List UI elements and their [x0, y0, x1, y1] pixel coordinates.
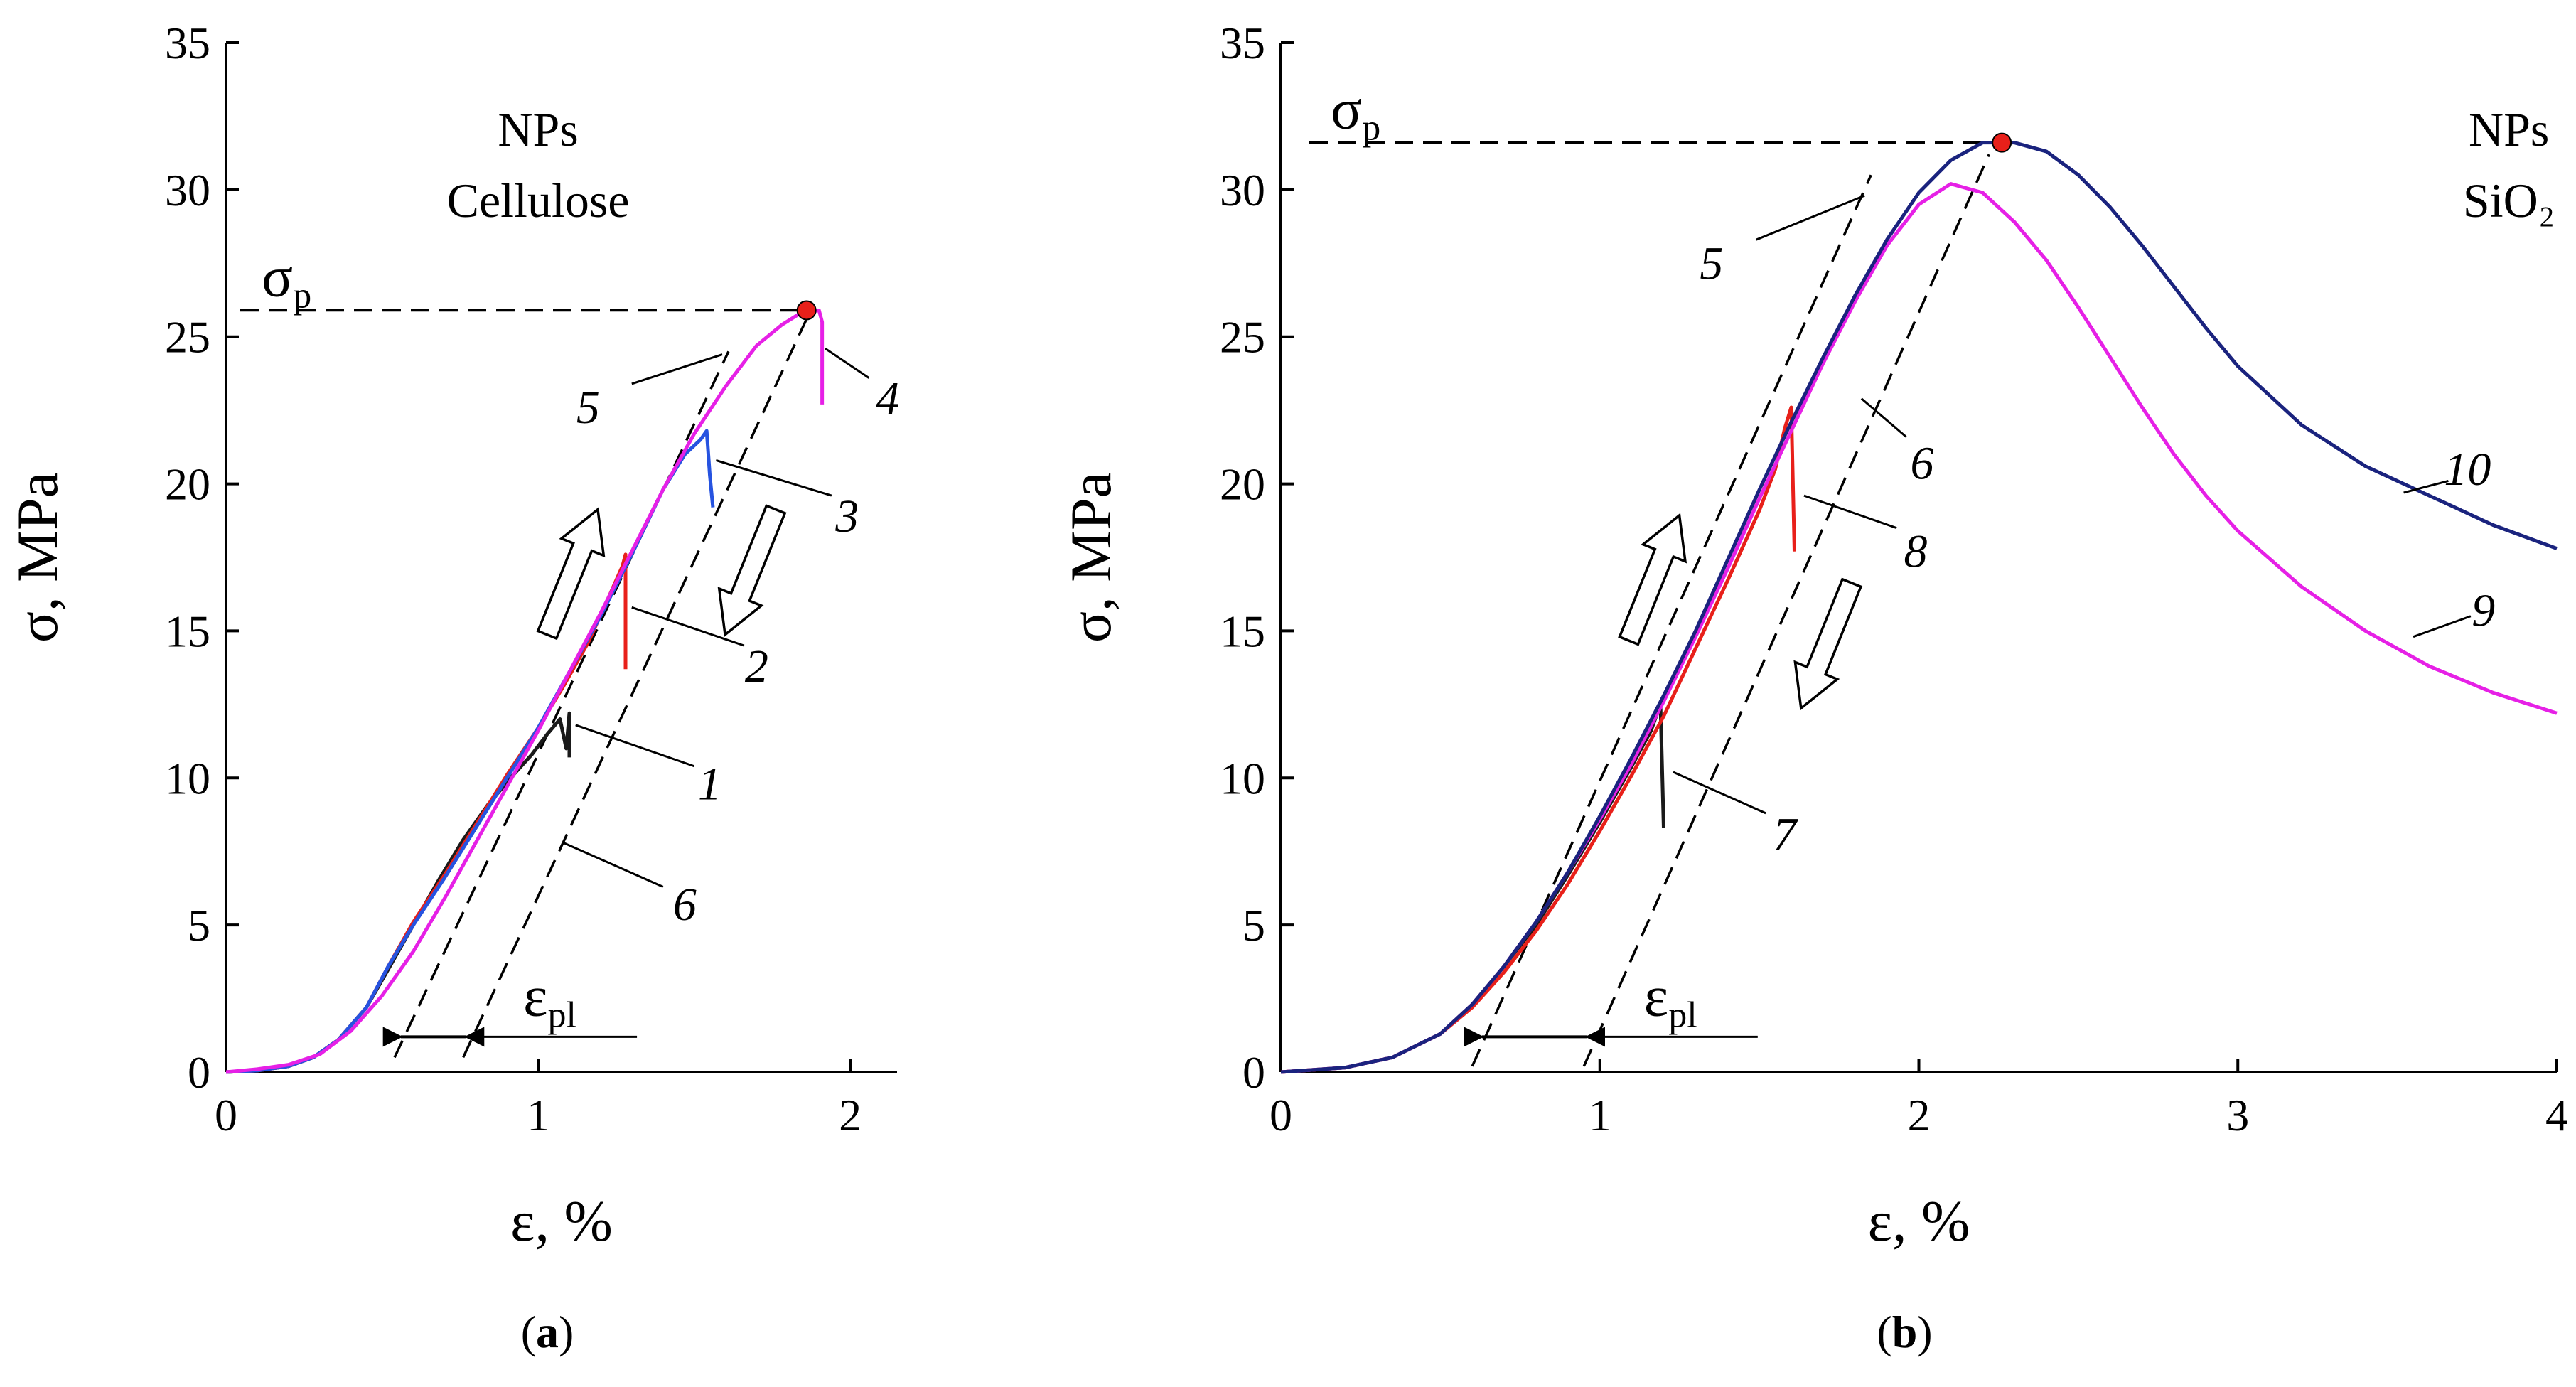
chart-title-line: SiO₂ [2463, 173, 2555, 227]
curve-label-leader [631, 353, 723, 385]
peak-marker [1992, 132, 2012, 153]
unloading-arrow-down-icon [1793, 577, 1863, 711]
curve-label-leader [631, 606, 745, 647]
y-tick-label: 15 [1220, 606, 1265, 656]
y-tick-label: 20 [165, 459, 210, 510]
chart-title-line: Cellulose [447, 173, 630, 227]
x-tick-label: 2 [1908, 1090, 1931, 1140]
plastic-strain-label: εpl [523, 963, 576, 1035]
curve-label-leader [715, 459, 832, 497]
guide-line [462, 318, 808, 1059]
curve-number-label: 1 [698, 759, 721, 810]
series-line-7 [1280, 702, 1665, 1074]
x-tick-label: 4 [2545, 1090, 2568, 1140]
guide-line [393, 350, 730, 1059]
curve-label-leader [2403, 479, 2449, 494]
y-tick-label: 25 [1220, 312, 1265, 363]
y-tick-label: 15 [165, 606, 210, 656]
y-tick-label: 30 [165, 165, 210, 215]
curve-label-leader [825, 348, 870, 379]
series-line-10 [1280, 141, 2558, 1074]
guide-line [1471, 174, 1872, 1067]
y-tick-label: 10 [165, 753, 210, 803]
plastic-strain-label: εpl [1644, 963, 1697, 1035]
x-tick-label: 1 [1589, 1090, 1611, 1140]
curve-label-leader [1673, 771, 1766, 815]
x-axis-label: ε, % [510, 1189, 613, 1253]
curve-number-label: 6 [1910, 438, 1933, 490]
y-tick-label: 30 [1220, 165, 1265, 215]
panel-caption: (b) [1877, 1307, 1932, 1357]
loading-arrow-up-icon [1618, 513, 1687, 646]
curve-number-label: 3 [834, 491, 859, 542]
curve-number-label: 2 [745, 641, 768, 692]
x-tick-label: 0 [215, 1090, 237, 1140]
guide-line [1582, 154, 1990, 1067]
curve-label-leader [2413, 615, 2472, 638]
peak-stress-label: σp [1331, 77, 1380, 149]
chart-title-line: NPs [2469, 102, 2549, 156]
curve-label-leader [1756, 194, 1865, 241]
series-line-9 [1280, 182, 2558, 1074]
x-tick-label: 0 [1270, 1090, 1292, 1140]
series-line-3 [225, 429, 715, 1074]
y-tick-label: 10 [1220, 753, 1265, 803]
curve-number-label: 8 [1904, 526, 1928, 578]
y-tick-label: 20 [1220, 459, 1265, 510]
y-tick-label: 0 [188, 1047, 210, 1098]
x-tick-label: 1 [527, 1090, 549, 1140]
curve-number-label: 9 [2472, 584, 2495, 636]
series-line-8 [1280, 405, 1796, 1074]
curve-number-label: 4 [876, 373, 899, 425]
y-tick-label: 35 [165, 18, 210, 68]
peak-marker [796, 300, 817, 321]
curve-number-label: 5 [576, 382, 600, 434]
curve-label-leader [1860, 397, 1907, 438]
x-tick-label: 2 [839, 1090, 862, 1140]
unloading-arrow-down-icon [717, 504, 787, 638]
curve-label-leader [1803, 494, 1897, 530]
series-line-4 [225, 308, 825, 1074]
panel-caption: (a) [521, 1307, 574, 1357]
peak-stress-label: σp [262, 244, 311, 316]
curve-number-label: 6 [673, 879, 697, 931]
y-tick-label: 5 [188, 900, 210, 950]
curve-number-label: 5 [1700, 237, 1723, 289]
y-axis-label: σ, MPa [5, 472, 70, 643]
curve-number-label: 7 [1773, 808, 1799, 860]
x-tick-label: 3 [2226, 1090, 2249, 1140]
y-axis-label: σ, MPa [1058, 472, 1123, 643]
curve-label-leader [562, 841, 664, 888]
y-tick-label: 5 [1243, 900, 1265, 950]
chart-title-line: NPs [498, 102, 578, 156]
y-tick-label: 25 [165, 312, 210, 363]
chart-panel-b: 0 5 10 15 20 25 30 35 0 1 2 3 4 ε, % σ, MPa (b) NPs SiO₂ σ… [1058, 18, 2568, 1357]
curve-label-leader [575, 724, 695, 768]
y-tick-label: 35 [1220, 18, 1265, 68]
x-axis-label: ε, % [1868, 1189, 1970, 1253]
curve-number-label: 10 [2444, 444, 2491, 496]
loading-arrow-up-icon [536, 507, 606, 641]
y-tick-label: 0 [1243, 1047, 1265, 1098]
